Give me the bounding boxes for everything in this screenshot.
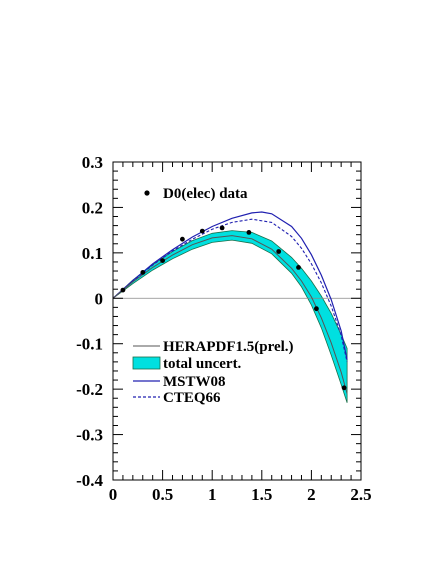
- data-legend: D0(elec) data: [144, 186, 248, 202]
- data-legend-marker: [144, 190, 150, 196]
- data-point-5: [219, 225, 225, 231]
- data-point-2: [160, 258, 166, 263]
- series-line-mstw08: [112, 211, 348, 360]
- y-tick-label: 0.1: [82, 244, 103, 263]
- data-legend-label: D0(elec) data: [163, 186, 248, 202]
- legend-label-herapdf: HERAPDF1.5(prel.): [163, 339, 294, 355]
- x-tick-label: 1.5: [251, 485, 272, 504]
- legend-label-mstw08: MSTW08: [163, 374, 226, 390]
- data-point-10: [341, 385, 347, 391]
- data-point-3: [180, 236, 185, 242]
- x-tick-label: 1: [208, 485, 217, 504]
- y-tick-label: -0.1: [76, 335, 103, 354]
- legend-swatch-total-uncert: [132, 356, 161, 370]
- x-tick-label: 0.5: [152, 485, 173, 504]
- y-tick-label: 0.3: [82, 153, 103, 172]
- y-tick-label: -0.2: [76, 380, 103, 399]
- x-tick-label: 0: [109, 485, 118, 504]
- y-tick-label: -0.4: [76, 471, 103, 490]
- axis-ticks-layer: [112, 161, 362, 481]
- data-point-9: [314, 306, 319, 312]
- uncertainty-band-layer: [112, 230, 348, 403]
- data-point-1: [140, 270, 146, 275]
- y-tick-label: -0.3: [76, 426, 103, 445]
- legend-label-total-uncert: total uncert.: [163, 356, 242, 372]
- data-point-4: [199, 228, 205, 234]
- plot-frame: [112, 161, 362, 481]
- series-line-cteq66: [112, 218, 348, 363]
- tick-labels-layer: 0 0.5 1 1.5 2 2.5 0.3 0.2 0.1 0 -0.1 -0.2 -0.3 -0.4: [76, 153, 372, 504]
- data-points-layer: [120, 225, 347, 391]
- data-point-7: [276, 249, 282, 254]
- model-legend: HERAPDF1.5(prel.) total uncert. MSTW08 C…: [132, 339, 294, 406]
- uncertainty-band: [112, 230, 348, 403]
- data-point-0: [120, 287, 126, 293]
- y-tick-label: 0.2: [82, 198, 103, 217]
- x-tick-label: 2: [307, 485, 316, 504]
- data-point-6: [246, 230, 252, 235]
- x-tick-label: 2.5: [350, 485, 371, 504]
- legend-label-cteq66: CTEQ66: [163, 390, 221, 406]
- y-tick-label: 0: [95, 289, 104, 308]
- data-point-8: [296, 265, 301, 270]
